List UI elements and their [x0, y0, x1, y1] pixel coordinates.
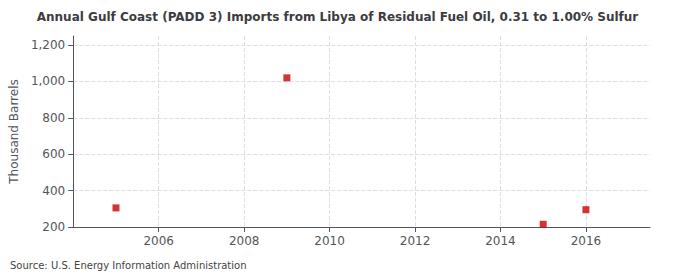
svg-text:400: 400 [42, 184, 65, 198]
svg-text:2008: 2008 [229, 234, 260, 248]
svg-text:2010: 2010 [314, 234, 345, 248]
svg-text:1,000: 1,000 [31, 74, 65, 88]
svg-text:200: 200 [42, 220, 65, 234]
svg-text:2014: 2014 [485, 234, 516, 248]
svg-text:Thousand Barrels: Thousand Barrels [7, 79, 21, 184]
svg-text:Source: U.S. Energy Informatio: Source: U.S. Energy Information Administ… [10, 260, 247, 271]
svg-text:Annual Gulf Coast (PADD 3) Imp: Annual Gulf Coast (PADD 3) Imports from … [37, 10, 639, 24]
svg-text:600: 600 [42, 147, 65, 161]
svg-text:2012: 2012 [400, 234, 431, 248]
svg-text:2006: 2006 [143, 234, 174, 248]
svg-text:1,200: 1,200 [31, 38, 65, 52]
svg-text:2016: 2016 [571, 234, 602, 248]
svg-text:800: 800 [42, 111, 65, 125]
